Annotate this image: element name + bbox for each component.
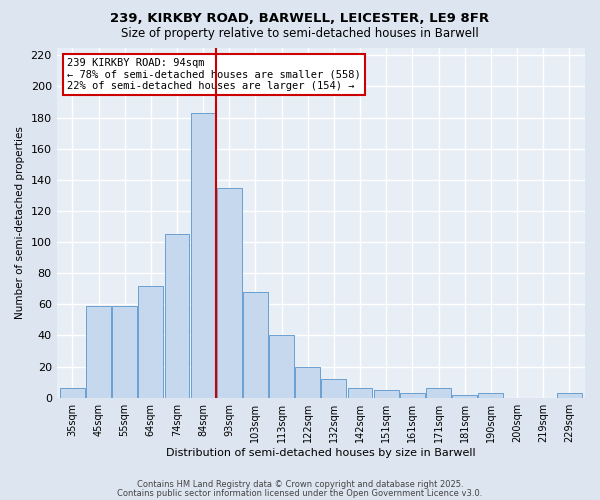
Bar bbox=[139, 286, 163, 398]
Bar bbox=[426, 388, 451, 398]
Text: Contains HM Land Registry data © Crown copyright and database right 2025.: Contains HM Land Registry data © Crown c… bbox=[137, 480, 463, 489]
X-axis label: Distribution of semi-detached houses by size in Barwell: Distribution of semi-detached houses by … bbox=[166, 448, 476, 458]
Bar bbox=[322, 379, 346, 398]
Text: Size of property relative to semi-detached houses in Barwell: Size of property relative to semi-detach… bbox=[121, 28, 479, 40]
Bar bbox=[374, 390, 398, 398]
Bar bbox=[452, 394, 477, 398]
Bar bbox=[164, 234, 190, 398]
Bar bbox=[295, 366, 320, 398]
Text: Contains public sector information licensed under the Open Government Licence v3: Contains public sector information licen… bbox=[118, 489, 482, 498]
Bar bbox=[347, 388, 373, 398]
Bar bbox=[400, 393, 425, 398]
Bar bbox=[60, 388, 85, 398]
Bar bbox=[557, 393, 582, 398]
Bar bbox=[112, 306, 137, 398]
Bar bbox=[478, 393, 503, 398]
Bar bbox=[191, 113, 215, 398]
Bar bbox=[269, 336, 294, 398]
Bar bbox=[243, 292, 268, 398]
Text: 239 KIRKBY ROAD: 94sqm
← 78% of semi-detached houses are smaller (558)
22% of se: 239 KIRKBY ROAD: 94sqm ← 78% of semi-det… bbox=[67, 58, 361, 91]
Bar bbox=[86, 306, 111, 398]
Bar bbox=[217, 188, 242, 398]
Text: 239, KIRKBY ROAD, BARWELL, LEICESTER, LE9 8FR: 239, KIRKBY ROAD, BARWELL, LEICESTER, LE… bbox=[110, 12, 490, 26]
Y-axis label: Number of semi-detached properties: Number of semi-detached properties bbox=[15, 126, 25, 319]
